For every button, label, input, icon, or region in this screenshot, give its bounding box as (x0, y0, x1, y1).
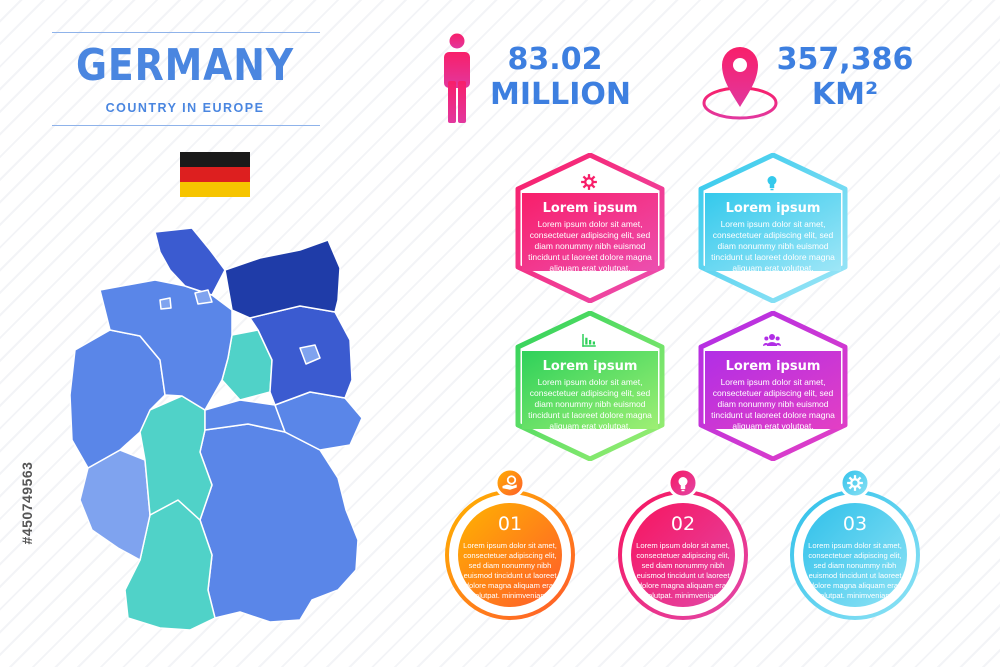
card-text-line: aliquam erat volutpat. (549, 263, 631, 273)
card-text-line: tincidunt ut laoreet dolore magna (528, 252, 652, 262)
map-region-rhineland-palatinate (79, 449, 151, 561)
step-item: 01 Lorem ipsum dolor sit amet, consectetue… (435, 465, 585, 635)
step-text-line: euismod tincidunt ut laoreet (636, 571, 730, 580)
team-icon (763, 334, 781, 346)
step-text-line: consectetuer adipiscing elit, (636, 551, 730, 560)
step-circle (445, 467, 575, 620)
info-card: Lorem ipsum Lorem ipsum dolor sit amet, co… (693, 311, 853, 461)
population-unit: MILLION (490, 76, 632, 112)
map-region-bavaria (199, 423, 359, 623)
step-number: 01 (497, 513, 523, 535)
step-text-line: sed diam nonummy nibh (468, 561, 552, 570)
step-text-line: volutpat. minimveniam. (816, 591, 894, 600)
stock-id-watermark: #450749563 (19, 461, 35, 545)
person-icon (444, 33, 470, 123)
map-region-berlin (299, 344, 321, 365)
gear-icon (847, 475, 863, 491)
card-text-line: Lorem ipsum dolor sit amet, (537, 219, 643, 229)
card-text-line: tincidunt ut laoreet dolore magna (528, 410, 652, 420)
page-title: GERMANY (75, 40, 295, 91)
map-region-schleswig-holstein (154, 227, 226, 296)
step-number: 02 (670, 513, 696, 535)
hexagon-frame (698, 153, 848, 303)
step-text-line: Lorem ipsum dolor sit amet, (463, 541, 557, 550)
card-text-line: Lorem ipsum dolor sit amet, (720, 219, 826, 229)
step-text-line: dolore magna aliquam erat (464, 581, 556, 590)
page-subtitle: COUNTRY IN EUROPE (105, 101, 265, 115)
card-text-line: diam nonummy nibh euismod (534, 399, 646, 409)
title-top-rule (52, 32, 320, 33)
step-text-line: volutpat. minimveniam. (644, 591, 722, 600)
step-text: Lorem ipsum dolor sit amet, consectetuer … (463, 541, 557, 601)
map-region-bremen (159, 297, 172, 310)
card-text-line: tincidunt ut laoreet dolore magna (711, 410, 835, 420)
info-card: Lorem ipsum Lorem ipsum dolor sit amet, co… (510, 311, 670, 461)
card-text-line: aliquam erat volutpat. (732, 421, 814, 431)
hexagon-frame (515, 153, 665, 303)
step-text-line: consectetuer adipiscing elit, (463, 551, 557, 560)
info-card: Lorem ipsum Lorem ipsum dolor sit amet, co… (510, 153, 670, 303)
step-text-line: sed diam nonummy nibh (813, 561, 897, 570)
card-text-line: consectetuer adipiscing elit, sed (712, 388, 834, 398)
population-stat: 83.02 MILLION (490, 42, 632, 112)
step-text-line: sed diam nonummy nibh (641, 561, 725, 570)
gear-icon (581, 174, 597, 190)
map-region-hesse (139, 395, 213, 521)
card-title: Lorem ipsum (725, 201, 821, 216)
lightbulb-icon (767, 176, 777, 191)
map-region-hamburg (194, 289, 213, 305)
area-value: 357,386 (776, 42, 914, 77)
card-text-line: aliquam erat volutpat. (732, 263, 814, 273)
step-text-line: consectetuer adipiscing elit, (808, 551, 902, 560)
title-bottom-rule (52, 125, 320, 126)
hand-coin-icon (502, 475, 517, 490)
card-text: Lorem ipsum dolor sit amet, consectetuer … (524, 219, 656, 274)
card-text: Lorem ipsum dolor sit amet, consectetuer … (707, 219, 839, 274)
bar-chart-icon (582, 334, 596, 347)
area-stat: 357,386 KM² (770, 42, 920, 112)
step-item: 02 Lorem ipsum dolor sit amet, consectetue… (608, 465, 758, 635)
card-title: Lorem ipsum (542, 201, 638, 216)
card-text-line: diam nonummy nibh euismod (717, 241, 829, 251)
step-text-line: volutpat. minimveniam. (471, 591, 549, 600)
step-text-line: Lorem ipsum dolor sit amet, (636, 541, 730, 550)
hexagon-frame (515, 311, 665, 461)
germany-map (69, 227, 363, 631)
card-text-line: consectetuer adipiscing elit, sed (712, 230, 834, 240)
step-text-line: dolore magna aliquam erat (809, 581, 901, 590)
germany-flag (180, 152, 250, 197)
step-text-line: Lorem ipsum dolor sit amet, (808, 541, 902, 550)
step-text-line: euismod tincidunt ut laoreet (808, 571, 902, 580)
area-unit: KM² (811, 76, 879, 112)
step-item: 03 Lorem ipsum dolor sit amet, consectetue… (780, 465, 930, 635)
step-text: Lorem ipsum dolor sit amet, consectetuer … (636, 541, 730, 601)
card-text-line: diam nonummy nibh euismod (534, 241, 646, 251)
step-circle (790, 467, 920, 620)
card-text-line: aliquam erat volutpat. (549, 421, 631, 431)
step-number: 03 (842, 513, 868, 535)
population-value: 83.02 (507, 42, 603, 77)
card-text-line: consectetuer adipiscing elit, sed (529, 388, 651, 398)
map-region-mecklenburg (224, 239, 341, 319)
card-text: Lorem ipsum dolor sit amet, consectetuer … (524, 377, 656, 432)
step-text: Lorem ipsum dolor sit amet, consectetuer … (808, 541, 902, 601)
card-text-line: tincidunt ut laoreet dolore magna (711, 252, 835, 262)
lightbulb-icon (678, 477, 688, 492)
step-text-line: dolore magna aliquam erat (637, 581, 729, 590)
card-text-line: consectetuer adipiscing elit, sed (529, 230, 651, 240)
card-text-line: diam nonummy nibh euismod (717, 399, 829, 409)
card-text-line: Lorem ipsum dolor sit amet, (537, 377, 643, 387)
hexagon-frame (698, 311, 848, 461)
location-pin-icon (702, 47, 778, 120)
step-text-line: euismod tincidunt ut laoreet (463, 571, 557, 580)
card-text: Lorem ipsum dolor sit amet, consectetuer … (707, 377, 839, 432)
card-title: Lorem ipsum (725, 359, 821, 374)
card-text-line: Lorem ipsum dolor sit amet, (720, 377, 826, 387)
info-card: Lorem ipsum Lorem ipsum dolor sit amet, co… (693, 153, 853, 303)
step-circle (618, 467, 748, 620)
card-title: Lorem ipsum (542, 359, 638, 374)
